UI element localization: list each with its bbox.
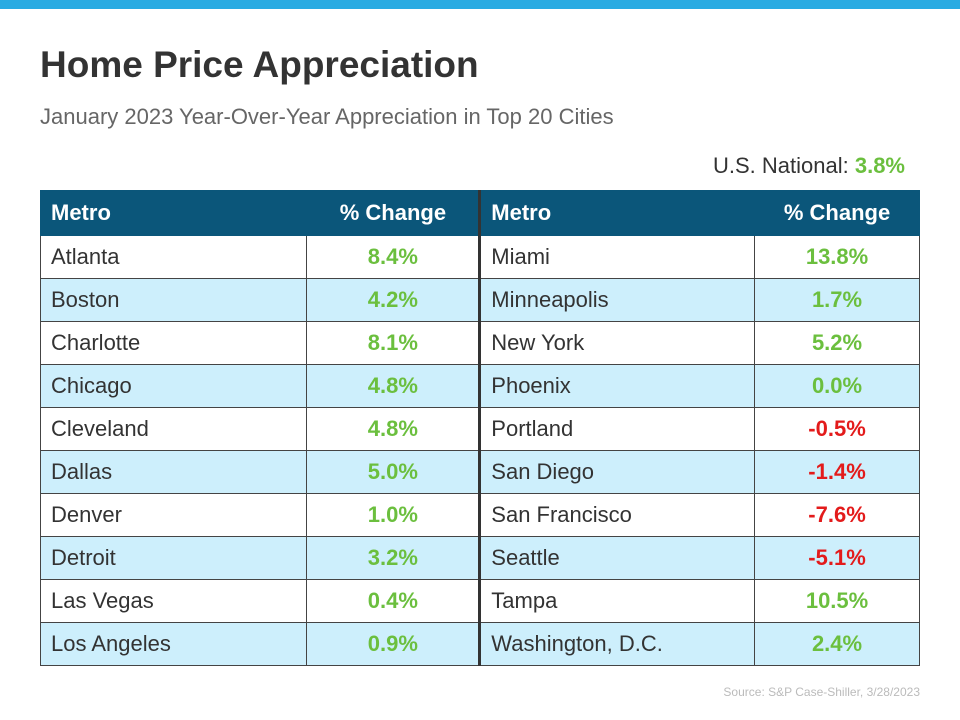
header-cell: % Change: [306, 190, 481, 236]
header-cell: Metro: [39, 190, 308, 236]
metro-cell: San Francisco: [478, 493, 756, 537]
change-cell: 8.4%: [306, 235, 481, 279]
metro-cell: Detroit: [39, 536, 308, 580]
change-cell: 4.8%: [306, 407, 481, 451]
table-row: Chicago 4.8% Phoenix 0.0%: [39, 364, 920, 408]
metro-cell: Los Angeles: [39, 622, 308, 666]
metro-cell: Minneapolis: [478, 278, 756, 322]
metro-cell: Boston: [39, 278, 308, 322]
change-cell: -7.6%: [754, 493, 920, 537]
national-value: 3.8%: [854, 153, 905, 178]
change-cell: 2.4%: [754, 622, 920, 666]
header-cell: Metro: [478, 190, 756, 236]
table-row: Boston 4.2% Minneapolis 1.7%: [39, 278, 920, 322]
table-head: Metro% Change Metro% Change: [39, 190, 920, 236]
source: Source: S&P Case-Shiller, 3/28/2023: [723, 685, 920, 699]
table-row: Denver 1.0% San Francisco -7.6%: [39, 493, 920, 537]
metro-cell: Portland: [478, 407, 756, 451]
metro-cell: Denver: [39, 493, 308, 537]
table-row: Atlanta 8.4% Miami 13.8%: [39, 235, 920, 279]
change-cell: -1.4%: [754, 450, 920, 494]
header-cell: % Change: [754, 190, 920, 236]
national-label: U.S. National:: [712, 153, 849, 178]
change-cell: 10.5%: [754, 579, 920, 623]
metro-cell: Phoenix: [478, 364, 756, 408]
metro-cell: Cleveland: [39, 407, 308, 451]
change-cell: 1.0%: [306, 493, 481, 537]
table-row: Cleveland 4.8% Portland -0.5%: [39, 407, 920, 451]
table-row: Las Vegas 0.4% Tampa 10.5%: [39, 579, 920, 623]
metro-cell: Tampa: [478, 579, 756, 623]
change-cell: 0.9%: [306, 622, 481, 666]
metro-cell: New York: [478, 321, 756, 365]
header-row: Metro% Change Metro% Change: [39, 190, 920, 236]
change-cell: 13.8%: [754, 235, 920, 279]
change-cell: 8.1%: [306, 321, 481, 365]
metro-cell: Washington, D.C.: [478, 622, 756, 666]
metro-cell: Atlanta: [39, 235, 308, 279]
title: Home Price Appreciation: [40, 44, 479, 85]
table-row: Dallas 5.0% San Diego -1.4%: [39, 450, 920, 494]
metro-cell: Charlotte: [39, 321, 308, 365]
change-cell: -5.1%: [754, 536, 920, 580]
change-cell: 1.7%: [754, 278, 920, 322]
metro-cell: Miami: [478, 235, 756, 279]
metro-cell: Dallas: [39, 450, 308, 494]
change-cell: 3.2%: [306, 536, 481, 580]
metro-cell: Seattle: [478, 536, 756, 580]
change-cell: -0.5%: [754, 407, 920, 451]
change-cell: 0.4%: [306, 579, 481, 623]
national: U.S. National: 3.8%: [713, 153, 905, 179]
metro-cell: Las Vegas: [39, 579, 308, 623]
table-row: Detroit 3.2% Seattle -5.1%: [39, 536, 920, 580]
change-cell: 5.0%: [306, 450, 481, 494]
metro-cell: San Diego: [478, 450, 756, 494]
subtitle: January 2023 Year-Over-Year Appreciation…: [40, 104, 614, 129]
change-cell: 0.0%: [754, 364, 920, 408]
metro-cell: Chicago: [39, 364, 308, 408]
table: Metro% Change Metro% Change Atlanta 8.4% Mia…: [39, 190, 920, 666]
table-row: Los Angeles 0.9% Washington, D.C. 2.4%: [39, 622, 920, 666]
table-row: Charlotte 8.1% New York 5.2%: [39, 321, 920, 365]
change-cell: 4.2%: [306, 278, 481, 322]
table-body: Atlanta 8.4% Miami 13.8% Boston 4.2% Minneapol…: [39, 235, 920, 666]
top-bar: [0, 0, 960, 9]
change-cell: 4.8%: [306, 364, 481, 408]
change-cell: 5.2%: [754, 321, 920, 365]
